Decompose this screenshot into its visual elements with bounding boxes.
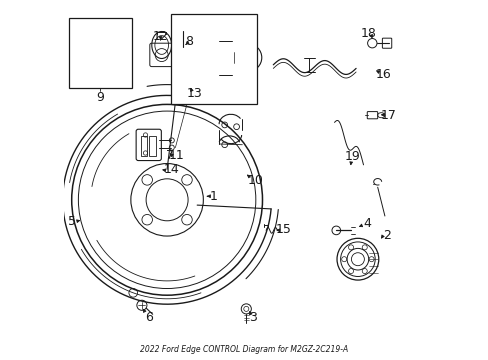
Text: 8: 8 bbox=[185, 35, 193, 48]
Text: 7: 7 bbox=[165, 149, 173, 162]
Bar bbox=[141, 136, 147, 156]
Text: 19: 19 bbox=[344, 150, 360, 163]
Text: 3: 3 bbox=[249, 311, 257, 324]
Text: 12: 12 bbox=[152, 30, 168, 42]
Text: 11: 11 bbox=[168, 149, 183, 162]
Text: 18: 18 bbox=[360, 27, 376, 40]
Text: 16: 16 bbox=[374, 68, 390, 81]
Text: 17: 17 bbox=[380, 109, 396, 122]
Text: 15: 15 bbox=[276, 223, 291, 236]
Text: 4: 4 bbox=[362, 217, 370, 230]
Bar bbox=[69, 18, 132, 88]
Text: 5: 5 bbox=[68, 215, 76, 228]
Text: 1: 1 bbox=[209, 190, 217, 203]
Text: 9: 9 bbox=[96, 91, 103, 104]
Text: 14: 14 bbox=[163, 163, 179, 176]
Text: 2: 2 bbox=[382, 229, 390, 242]
Text: 10: 10 bbox=[247, 174, 263, 186]
Text: 6: 6 bbox=[144, 311, 152, 324]
Text: 13: 13 bbox=[186, 87, 202, 100]
Text: 2022 Ford Edge CONTROL Diagram for M2GZ-2C219-A: 2022 Ford Edge CONTROL Diagram for M2GZ-… bbox=[140, 345, 348, 354]
Bar bbox=[170, 14, 257, 104]
FancyBboxPatch shape bbox=[136, 129, 161, 161]
Bar bbox=[149, 136, 155, 156]
